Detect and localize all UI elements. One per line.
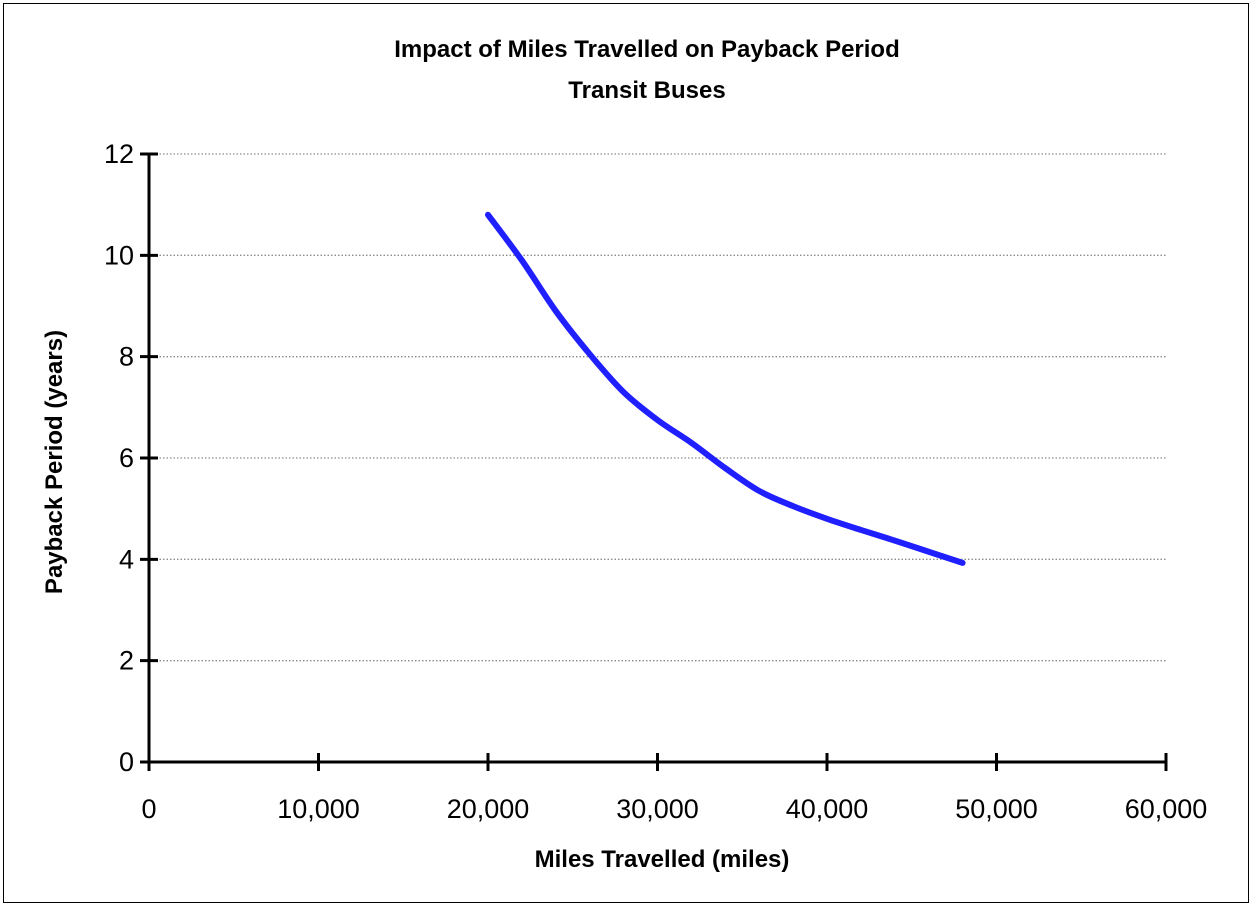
series-line-0: [485, 211, 966, 566]
x-axis-title: Miles Travelled (miles): [535, 846, 790, 873]
y-axis-title: Payback Period (years): [41, 330, 68, 594]
y-tick-label-3: 6: [119, 443, 134, 473]
tick-labels: 0 2 4 6 8 10 12 0 10,000 20,000 30,000 40,000 50,000…: [104, 139, 1207, 824]
y-tick-label-1: 2: [119, 646, 134, 676]
x-tick-label-0: 0: [141, 794, 156, 824]
x-tick-label-3: 30,000: [616, 794, 699, 824]
x-tick-label-5: 50,000: [955, 794, 1038, 824]
axes: [140, 152, 1168, 771]
y-tick-label-6: 12: [104, 139, 134, 169]
x-tick-label-6: 60,000: [1125, 794, 1208, 824]
chart-title: Impact of Miles Travelled on Payback Per…: [394, 36, 900, 63]
chart-subtitle: Transit Buses: [568, 77, 725, 104]
chart-svg: Impact of Miles Travelled on Payback Per…: [41, 36, 1207, 873]
x-tick-label-2: 20,000: [447, 794, 530, 824]
y-tick-label-5: 10: [104, 240, 134, 270]
chart-frame: Impact of Miles Travelled on Payback Per…: [3, 3, 1249, 903]
y-tick-label-2: 4: [119, 544, 134, 574]
grid-lines: [149, 153, 1166, 662]
x-tick-label-4: 40,000: [786, 794, 869, 824]
y-tick-label-0: 0: [119, 747, 134, 777]
x-tick-label-1: 10,000: [277, 794, 360, 824]
y-tick-label-4: 8: [119, 342, 134, 372]
series-layer: [485, 211, 966, 566]
